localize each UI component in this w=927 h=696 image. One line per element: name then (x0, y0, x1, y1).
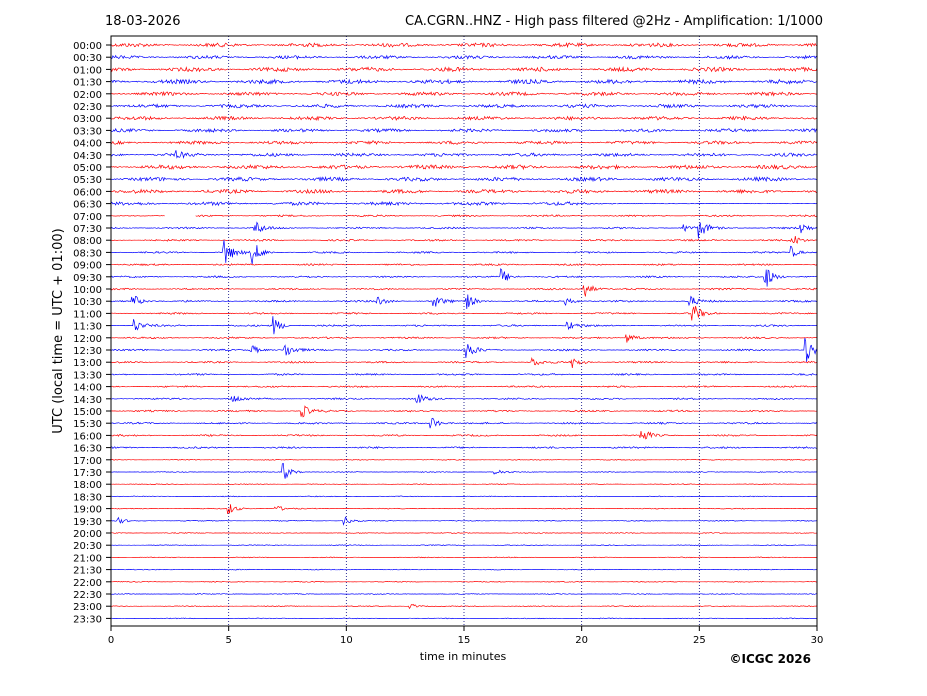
x-tick-label: 5 (225, 635, 231, 646)
row-label: 06:00 (73, 187, 102, 198)
x-tick-label: 0 (108, 635, 114, 646)
row-label: 09:30 (73, 273, 102, 284)
row-label: 15:00 (73, 407, 102, 418)
row-label: 02:00 (73, 90, 102, 101)
row-label: 12:00 (73, 334, 102, 345)
row-label: 10:00 (73, 285, 102, 296)
seismic-trace (110, 372, 818, 376)
seismic-trace (110, 495, 818, 498)
row-label: 04:30 (73, 151, 102, 162)
row-label: 20:00 (73, 529, 102, 540)
seismic-trace (110, 215, 165, 217)
seismic-trace (110, 221, 818, 239)
row-label: 21:30 (73, 566, 102, 577)
seismic-trace (111, 556, 818, 559)
seismic-trace (195, 214, 818, 218)
row-label: 14:30 (73, 395, 102, 406)
row-label: 22:00 (73, 578, 102, 589)
x-tick-label: 10 (340, 635, 353, 646)
row-label: 11:00 (73, 309, 102, 320)
row-label: 21:00 (73, 553, 102, 564)
row-label: 23:00 (73, 602, 102, 613)
row-label: 18:30 (73, 492, 102, 503)
row-label: 17:00 (73, 456, 102, 467)
row-label: 02:30 (73, 102, 102, 113)
row-label: 05:30 (73, 175, 102, 186)
vertical-gridlines (228, 36, 700, 626)
row-label: 05:00 (73, 163, 102, 174)
plot-frame (110, 35, 818, 627)
x-tick-label: 25 (693, 635, 706, 646)
row-label: 01:00 (73, 65, 102, 76)
row-label: 14:00 (73, 383, 102, 394)
seismic-trace (110, 568, 818, 571)
seismic-trace (110, 188, 818, 195)
row-label: 13:30 (73, 370, 102, 381)
x-tick-label: 30 (811, 635, 824, 646)
seismic-trace (110, 544, 818, 547)
row-label: 13:00 (73, 358, 102, 369)
x-tick-label: 20 (575, 635, 588, 646)
seismic-trace (110, 294, 818, 310)
seismic-trace (110, 115, 818, 122)
row-label: 16:00 (73, 431, 102, 442)
row-label: 12:30 (73, 346, 102, 357)
seismic-trace (110, 580, 817, 583)
row-label: 00:00 (73, 41, 102, 52)
copyright-label: ©ICGC 2026 (729, 652, 811, 666)
row-label: 03:30 (73, 126, 102, 137)
seismic-trace (110, 200, 617, 207)
x-axis-label: time in minutes (420, 650, 507, 663)
row-label: 10:30 (73, 297, 102, 308)
seismic-trace (110, 516, 818, 526)
row-label: 04:00 (73, 139, 102, 150)
row-label: 15:30 (73, 419, 102, 430)
date-label: 18-03-2026 (105, 14, 181, 29)
seismic-trace (110, 532, 818, 534)
row-label: 03:00 (73, 114, 102, 125)
row-label: 17:30 (73, 468, 102, 479)
seismic-trace (110, 337, 818, 362)
chart-title: CA.CGRN..HNZ - High pass filtered @2Hz -… (405, 14, 823, 29)
row-label: 07:00 (73, 212, 102, 223)
row-label: 01:30 (73, 78, 102, 89)
row-label: 19:30 (73, 517, 102, 528)
y-axis-label: UTC (local time = UTC + 01:00) (51, 228, 66, 433)
row-label: 09:00 (73, 261, 102, 272)
seismic-trace (110, 316, 818, 335)
row-label: 23:30 (73, 614, 102, 625)
row-label: 19:00 (73, 505, 102, 516)
seismic-trace (110, 356, 818, 368)
seismic-trace (110, 334, 817, 343)
seismic-trace (110, 163, 818, 171)
row-label: 08:30 (73, 248, 102, 259)
seismic-trace (110, 90, 818, 97)
row-label: 22:30 (73, 590, 102, 601)
seismic-trace (110, 385, 818, 388)
seismic-trace (110, 140, 818, 146)
x-tick-label: 15 (458, 635, 471, 646)
row-label: 16:30 (73, 444, 102, 455)
row-label: 18:00 (73, 480, 102, 491)
row-label: 00:30 (73, 53, 102, 64)
seismic-trace (111, 504, 818, 514)
row-label: 06:30 (73, 200, 102, 211)
row-label: 11:30 (73, 322, 102, 333)
seismic-trace (110, 267, 818, 287)
row-label: 20:30 (73, 541, 102, 552)
row-label: 07:30 (73, 224, 102, 235)
row-label: 08:00 (73, 236, 102, 247)
x-axis-ticks: 0 5 10 15 20 25 30 (108, 626, 824, 646)
seismic-trace (111, 483, 818, 486)
seismic-trace (110, 394, 818, 404)
